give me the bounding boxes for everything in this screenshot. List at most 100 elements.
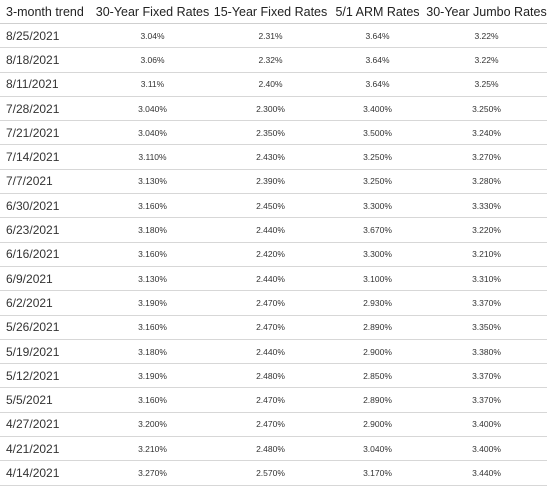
rate-30-year-jumbo-cell: 3.250% (426, 96, 547, 122)
date-cell: 6/16/2021 (0, 242, 93, 267)
table-body: 8/25/2021 3.04% 2.31% 3.64% 3.22% 8/18/2021 3.… (0, 23, 547, 486)
rate-15-year-fixed-cell: 2.480% (212, 436, 329, 462)
date-cell: 4/27/2021 (0, 412, 93, 438)
rate-5-1-arm-cell: 3.300% (329, 193, 426, 219)
rate-5-1-arm-cell: 2.890% (329, 315, 426, 340)
table-row: 8/18/2021 3.06% 2.32% 3.64% 3.22% (0, 47, 547, 73)
rate-15-year-fixed-cell: 2.440% (212, 266, 329, 292)
column-header-trend: 3-month trend (0, 0, 93, 24)
rate-5-1-arm-cell: 3.250% (329, 169, 426, 195)
rate-30-year-jumbo-cell: 3.370% (426, 387, 547, 413)
column-header-15-year-fixed: 15-Year Fixed Rates (212, 0, 329, 24)
date-cell: 6/30/2021 (0, 193, 93, 219)
rate-30-year-fixed-cell: 3.200% (93, 412, 212, 438)
rate-30-year-fixed-cell: 3.160% (93, 193, 212, 219)
rate-15-year-fixed-cell: 2.570% (212, 460, 329, 486)
table-row: 6/16/2021 3.160% 2.420% 3.300% 3.210% (0, 242, 547, 267)
rate-30-year-jumbo-cell: 3.25% (426, 72, 547, 97)
rate-5-1-arm-cell: 3.64% (329, 23, 426, 49)
rate-30-year-jumbo-cell: 3.380% (426, 339, 547, 365)
date-cell: 7/28/2021 (0, 96, 93, 122)
rate-30-year-jumbo-cell: 3.370% (426, 363, 547, 389)
table-row: 7/7/2021 3.130% 2.390% 3.250% 3.280% (0, 169, 547, 195)
table-row: 7/21/2021 3.040% 2.350% 3.500% 3.240% (0, 120, 547, 146)
rate-15-year-fixed-cell: 2.470% (212, 315, 329, 340)
rate-5-1-arm-cell: 3.400% (329, 96, 426, 122)
table-header: 3-month trend 30-Year Fixed Rates 15-Yea… (0, 0, 547, 24)
table-row: 6/23/2021 3.180% 2.440% 3.670% 3.220% (0, 217, 547, 243)
date-cell: 5/26/2021 (0, 315, 93, 340)
rate-30-year-jumbo-cell: 3.210% (426, 242, 547, 267)
rate-15-year-fixed-cell: 2.470% (212, 387, 329, 413)
rate-30-year-jumbo-cell: 3.22% (426, 47, 547, 73)
date-cell: 4/14/2021 (0, 460, 93, 486)
rate-15-year-fixed-cell: 2.390% (212, 169, 329, 195)
rate-15-year-fixed-cell: 2.470% (212, 290, 329, 316)
table-row: 8/25/2021 3.04% 2.31% 3.64% 3.22% (0, 23, 547, 49)
rate-5-1-arm-cell: 2.900% (329, 339, 426, 365)
date-cell: 6/2/2021 (0, 290, 93, 316)
rate-5-1-arm-cell: 3.670% (329, 217, 426, 243)
rate-15-year-fixed-cell: 2.450% (212, 193, 329, 219)
table-row: 7/14/2021 3.110% 2.430% 3.250% 3.270% (0, 144, 547, 170)
rate-30-year-fixed-cell: 3.190% (93, 290, 212, 316)
rate-30-year-jumbo-cell: 3.400% (426, 436, 547, 462)
rate-30-year-jumbo-cell: 3.22% (426, 23, 547, 49)
rate-30-year-fixed-cell: 3.110% (93, 144, 212, 170)
rate-5-1-arm-cell: 3.64% (329, 72, 426, 97)
rate-5-1-arm-cell: 2.900% (329, 412, 426, 438)
table-row: 6/30/2021 3.160% 2.450% 3.300% 3.330% (0, 193, 547, 219)
rate-5-1-arm-cell: 3.500% (329, 120, 426, 146)
rate-30-year-fixed-cell: 3.160% (93, 387, 212, 413)
table-row: 6/9/2021 3.130% 2.440% 3.100% 3.310% (0, 266, 547, 292)
date-cell: 7/14/2021 (0, 144, 93, 170)
rate-30-year-jumbo-cell: 3.240% (426, 120, 547, 146)
column-header-5-1-arm: 5/1 ARM Rates (329, 0, 426, 24)
date-cell: 5/19/2021 (0, 339, 93, 365)
rate-15-year-fixed-cell: 2.470% (212, 412, 329, 438)
date-cell: 6/23/2021 (0, 217, 93, 243)
rate-5-1-arm-cell: 3.64% (329, 47, 426, 73)
table-row: 6/2/2021 3.190% 2.470% 2.930% 3.370% (0, 290, 547, 316)
table-row: 5/5/2021 3.160% 2.470% 2.890% 3.370% (0, 387, 547, 413)
rate-30-year-jumbo-cell: 3.270% (426, 144, 547, 170)
table-row: 7/28/2021 3.040% 2.300% 3.400% 3.250% (0, 96, 547, 122)
date-cell: 7/21/2021 (0, 120, 93, 146)
rate-15-year-fixed-cell: 2.350% (212, 120, 329, 146)
rate-5-1-arm-cell: 3.100% (329, 266, 426, 292)
rate-15-year-fixed-cell: 2.40% (212, 72, 329, 97)
date-cell: 4/21/2021 (0, 436, 93, 462)
date-cell: 8/25/2021 (0, 23, 93, 49)
date-cell: 5/5/2021 (0, 387, 93, 413)
rate-15-year-fixed-cell: 2.440% (212, 339, 329, 365)
table-row: 5/12/2021 3.190% 2.480% 2.850% 3.370% (0, 363, 547, 389)
rate-30-year-fixed-cell: 3.130% (93, 169, 212, 195)
rate-30-year-jumbo-cell: 3.310% (426, 266, 547, 292)
rate-5-1-arm-cell: 2.850% (329, 363, 426, 389)
date-cell: 5/12/2021 (0, 363, 93, 389)
rate-15-year-fixed-cell: 2.31% (212, 23, 329, 49)
rate-30-year-fixed-cell: 3.180% (93, 217, 212, 243)
column-header-30-year-fixed: 30-Year Fixed Rates (93, 0, 212, 24)
table-row: 4/21/2021 3.210% 2.480% 3.040% 3.400% (0, 436, 547, 462)
rate-5-1-arm-cell: 2.890% (329, 387, 426, 413)
rate-30-year-fixed-cell: 3.04% (93, 23, 212, 49)
rate-30-year-jumbo-cell: 3.370% (426, 290, 547, 316)
date-cell: 8/11/2021 (0, 72, 93, 97)
column-header-30-year-jumbo: 30-Year Jumbo Rates (426, 0, 547, 24)
rate-30-year-fixed-cell: 3.270% (93, 460, 212, 486)
rate-5-1-arm-cell: 3.170% (329, 460, 426, 486)
table-row: 4/27/2021 3.200% 2.470% 2.900% 3.400% (0, 412, 547, 438)
rate-30-year-jumbo-cell: 3.220% (426, 217, 547, 243)
rate-30-year-fixed-cell: 3.06% (93, 47, 212, 73)
rate-30-year-fixed-cell: 3.180% (93, 339, 212, 365)
table-row: 4/14/2021 3.270% 2.570% 3.170% 3.440% (0, 460, 547, 486)
table-row: 5/19/2021 3.180% 2.440% 2.900% 3.380% (0, 339, 547, 365)
header-row: 3-month trend 30-Year Fixed Rates 15-Yea… (0, 0, 547, 24)
rate-15-year-fixed-cell: 2.32% (212, 47, 329, 73)
rate-30-year-fixed-cell: 3.190% (93, 363, 212, 389)
rate-30-year-jumbo-cell: 3.330% (426, 193, 547, 219)
rate-30-year-jumbo-cell: 3.440% (426, 460, 547, 486)
rate-15-year-fixed-cell: 2.420% (212, 242, 329, 267)
